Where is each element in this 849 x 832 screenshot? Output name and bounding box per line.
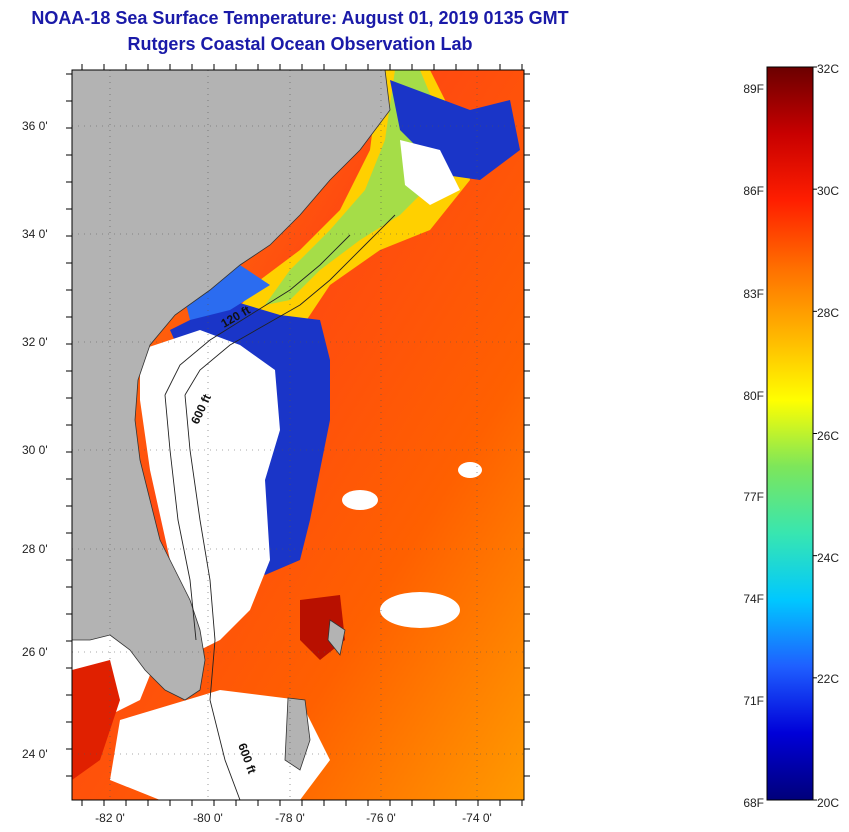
- florida-bay-warm: [72, 660, 120, 780]
- depth-contour-120ft: [164, 234, 351, 641]
- cb-label-68f: 68F: [743, 796, 764, 810]
- cb-label-71f: 71F: [743, 694, 764, 708]
- cb-label-77f: 77F: [743, 490, 764, 504]
- lat-label-30: 30 0': [22, 443, 48, 457]
- lat-label-24: 24 0': [22, 747, 48, 761]
- map-title: NOAA-18 Sea Surface Temperature: August …: [31, 8, 569, 28]
- cloud-south: [110, 690, 330, 800]
- cb-label-24c: 24C: [817, 551, 839, 565]
- cloud-offshore-2: [342, 490, 378, 510]
- cloud-offshore-3: [458, 462, 482, 478]
- temperature-colorbar: 89F 86F 83F 80F 77F 74F 71F 68F 32C 30C …: [743, 62, 839, 810]
- land-bahamas-abaco: [327, 619, 346, 656]
- cb-label-89f: 89F: [743, 82, 764, 96]
- lon-label-78: -78 0': [275, 811, 305, 825]
- lon-label-76: -76 0': [366, 811, 396, 825]
- lat-label-34: 34 0': [22, 227, 48, 241]
- cb-label-22c: 22C: [817, 672, 839, 686]
- cold-water-north: [390, 80, 520, 180]
- lat-label-36: 36 0': [22, 119, 48, 133]
- lon-label-74: -74 0': [462, 811, 492, 825]
- cb-label-74f: 74F: [743, 592, 764, 606]
- cloud-north: [400, 140, 460, 205]
- land-us-east-coast: [72, 70, 391, 701]
- cb-label-26c: 26C: [817, 429, 839, 443]
- cloud-offshore-1: [380, 592, 460, 628]
- map-subtitle: Rutgers Coastal Ocean Observation Lab: [127, 34, 473, 54]
- land-bahamas-andros: [284, 697, 311, 771]
- cb-label-30c: 30C: [817, 184, 839, 198]
- cb-label-80f: 80F: [743, 389, 764, 403]
- lon-label-82: -82 0': [95, 811, 125, 825]
- map-frame: [71, 69, 525, 801]
- cb-label-83f: 83F: [743, 287, 764, 301]
- lat-label-32: 32 0': [22, 335, 48, 349]
- lat-label-26: 26 0': [22, 645, 48, 659]
- lon-label-80: -80 0': [193, 811, 223, 825]
- map-plot-area: [72, 70, 524, 800]
- map-tick-marks: [66, 64, 530, 806]
- lat-label-28: 28 0': [22, 542, 48, 556]
- depth-contour-600ft: [184, 214, 396, 800]
- cb-label-28c: 28C: [817, 306, 839, 320]
- cb-label-86f: 86F: [743, 184, 764, 198]
- colorbar-gradient: [766, 66, 814, 801]
- cb-label-20c: 20C: [817, 796, 839, 810]
- cb-label-32c: 32C: [817, 62, 839, 76]
